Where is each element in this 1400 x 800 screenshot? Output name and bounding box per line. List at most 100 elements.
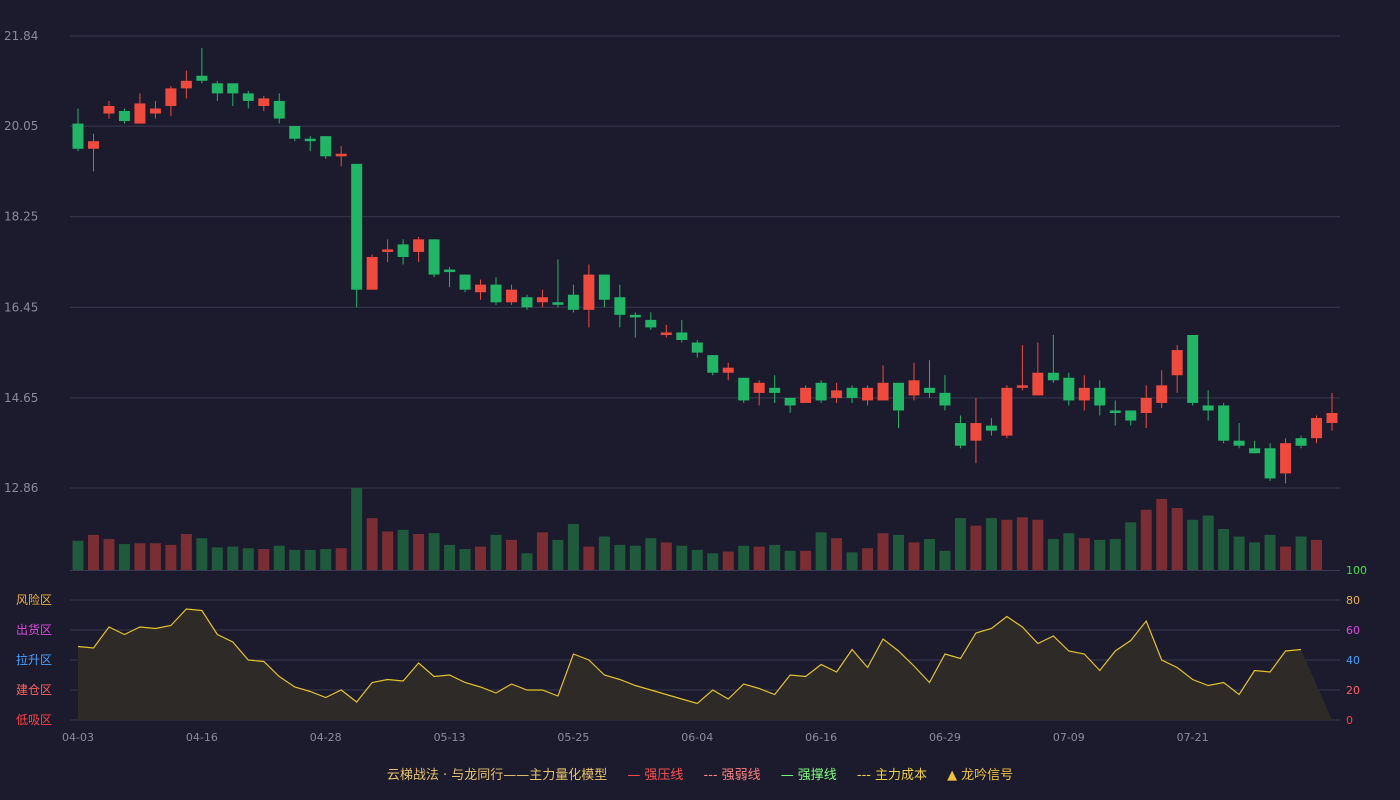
price-tick: 18.25 — [4, 210, 38, 224]
candle — [1047, 334, 1059, 383]
legend-item-strength-line[interactable]: --- 强弱线 — [704, 764, 761, 783]
candle — [1295, 435, 1307, 449]
candle — [753, 380, 765, 406]
date-tick: 07-21 — [1177, 731, 1209, 744]
legend-item-strong-support[interactable]: — 强撑线 — [781, 764, 837, 783]
price-axis: 21.84 20.05 18.25 16.45 14.65 12.86 — [4, 29, 38, 495]
volume-bar — [552, 539, 564, 570]
volume-bar — [351, 488, 363, 570]
candle — [985, 418, 997, 436]
volume-bar — [490, 534, 502, 570]
candle-body — [1094, 387, 1106, 406]
volume-bar — [1125, 522, 1137, 570]
volume-bar — [660, 542, 672, 570]
candle — [1264, 443, 1276, 481]
candle — [227, 83, 239, 106]
candle-body — [304, 138, 316, 142]
candle-body — [598, 274, 610, 300]
candle-body — [1078, 387, 1090, 401]
candle — [118, 108, 130, 124]
candle-body — [258, 98, 270, 106]
candle — [800, 385, 812, 403]
volume-bar — [769, 544, 781, 570]
candle-body — [893, 382, 905, 411]
date-axis: 04-03 04-16 04-28 05-13 05-25 06-04 06-1… — [62, 731, 1209, 744]
price-tick: 14.65 — [4, 391, 38, 405]
volume-bar — [846, 552, 858, 570]
candle-body — [676, 332, 688, 341]
candle — [614, 284, 626, 328]
candle — [1001, 385, 1013, 439]
candle-body — [707, 355, 719, 373]
candle — [1063, 372, 1075, 406]
candle — [382, 239, 394, 262]
candle — [134, 93, 146, 124]
candle — [258, 95, 270, 111]
candle — [1326, 392, 1338, 431]
date-tick: 05-13 — [434, 731, 466, 744]
candle-body — [1311, 418, 1323, 439]
legend-label: 强压线 — [644, 768, 684, 783]
candle — [505, 284, 517, 305]
zone-label-accumulation: 建仓区 — [16, 683, 52, 697]
date-tick: 04-28 — [310, 731, 342, 744]
candle-body — [490, 284, 502, 303]
candle — [490, 277, 502, 305]
candle — [1202, 390, 1214, 421]
indicator-line — [77, 608, 1302, 705]
candle — [180, 70, 192, 99]
candle-body — [1218, 405, 1230, 441]
price-tick: 21.84 — [4, 29, 38, 43]
price-tick: 16.45 — [4, 300, 38, 314]
date-tick: 06-04 — [681, 731, 713, 744]
candle — [1032, 342, 1044, 396]
volume-bar — [180, 534, 192, 570]
volume-bar — [521, 553, 533, 570]
volume-bar — [645, 538, 657, 570]
candle-body — [1280, 443, 1292, 474]
date-tick: 06-16 — [805, 731, 837, 744]
legend-item-strong-pressure[interactable]: — 强压线 — [627, 764, 683, 783]
candle-body — [1295, 438, 1307, 446]
candle-body — [567, 294, 579, 310]
candle-body — [923, 387, 935, 393]
candle-body — [660, 332, 672, 335]
candle-body — [444, 269, 456, 273]
candle-body — [1187, 334, 1199, 403]
volume-bar — [1109, 539, 1121, 570]
candle — [707, 355, 719, 376]
candle-body — [583, 274, 595, 310]
indicator-axis: 100 80 60 40 20 0 — [1346, 564, 1367, 727]
volume-bar — [1171, 508, 1183, 570]
candle — [413, 236, 425, 262]
indicator-area — [78, 609, 1332, 720]
candle-body — [877, 382, 889, 401]
legend-item-main-cost[interactable]: --- 主力成本 — [857, 764, 927, 783]
candle — [877, 365, 889, 401]
candle — [1078, 375, 1090, 411]
candle — [273, 93, 285, 124]
candle-body — [753, 382, 765, 393]
legend-title: 云梯战法 · 与龙同行——主力量化模型 — [387, 764, 607, 783]
indicator-tick: 40 — [1346, 654, 1360, 667]
candle-body — [645, 319, 657, 328]
volume-bar — [242, 548, 254, 570]
legend-item-dragon-signal[interactable]: ▲ 龙吟信号 — [947, 764, 1013, 783]
candle-body — [196, 75, 208, 81]
candle-body — [87, 141, 99, 149]
volume-bar — [118, 544, 130, 570]
candle — [954, 415, 966, 449]
volume-bar — [459, 549, 471, 570]
volume-bar — [320, 549, 332, 570]
zone-label-rally: 拉升区 — [16, 652, 52, 667]
candle — [1140, 385, 1152, 429]
candle — [1280, 438, 1292, 484]
volume-bar — [103, 539, 115, 570]
volume-bar — [598, 536, 610, 570]
candle-body — [227, 83, 239, 94]
price-tick: 12.86 — [4, 481, 38, 495]
candle — [908, 362, 920, 401]
candle-body — [846, 387, 858, 398]
indicator-tick: 20 — [1346, 684, 1360, 697]
candle-body — [1063, 377, 1075, 401]
